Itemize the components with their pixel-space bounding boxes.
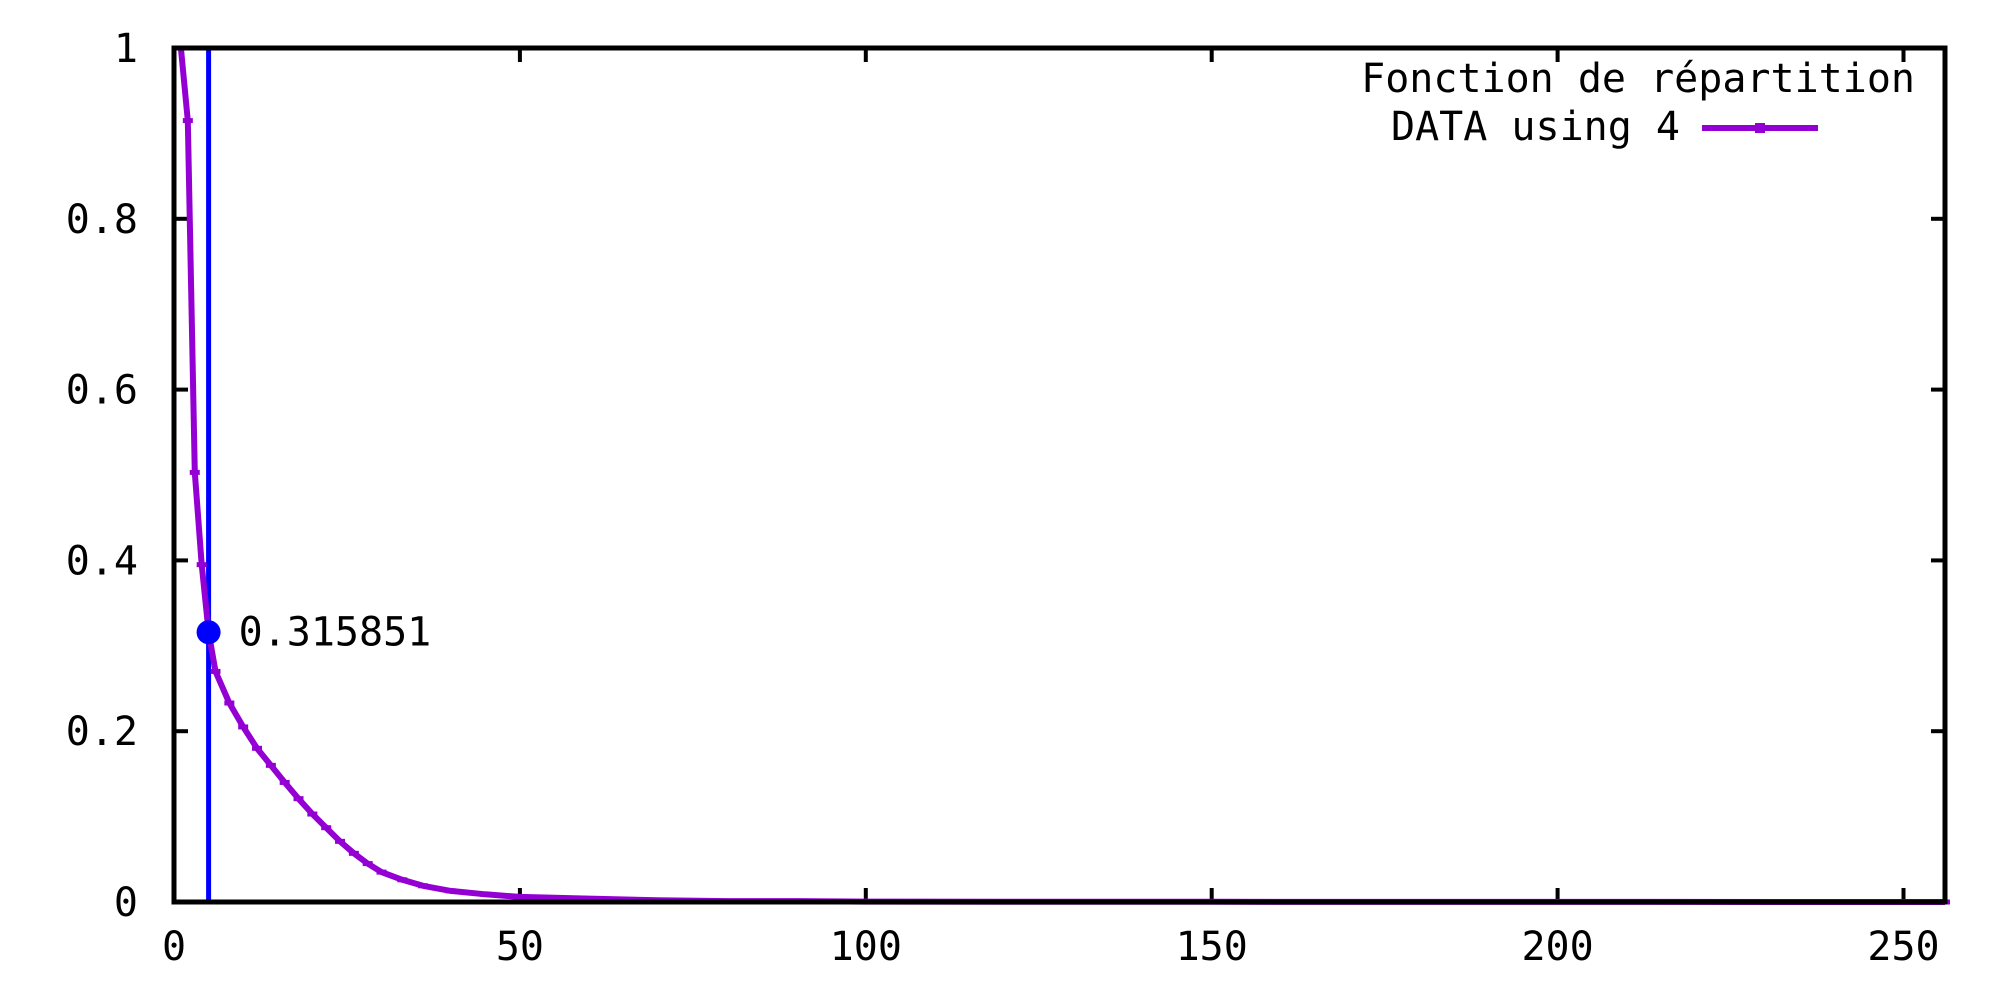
y-tick-label: 0.6 (66, 368, 138, 414)
highlight-point-label: 0.315851 (239, 609, 432, 655)
y-tick-label: 0.8 (66, 197, 138, 243)
plot-frame (171, 45, 1948, 905)
x-tick-label: 250 (1867, 924, 1939, 970)
y-axis-ticks: 0 0.2 0.4 0.6 0.8 1 (66, 26, 1945, 926)
highlight-point-layer: 0.315851 (196, 609, 432, 655)
x-tick-label: 150 (1176, 924, 1248, 970)
y-tick-label: 0.4 (66, 538, 138, 584)
x-tick-label: 200 (1521, 924, 1593, 970)
legend-entry-label: DATA using 4 (1391, 104, 1680, 150)
x-tick-label: 0 (162, 924, 186, 970)
legend-title: Fonction de répartition (1361, 56, 1915, 102)
x-axis-ticks: 0 50 100 150 200 250 (162, 48, 1940, 970)
x-tick-label: 100 (830, 924, 902, 970)
y-tick-label: 0 (114, 880, 138, 926)
y-tick-label: 0.2 (66, 709, 138, 755)
highlight-point (196, 620, 221, 645)
y-tick-label: 1 (114, 26, 138, 72)
x-tick-label: 50 (496, 924, 544, 970)
